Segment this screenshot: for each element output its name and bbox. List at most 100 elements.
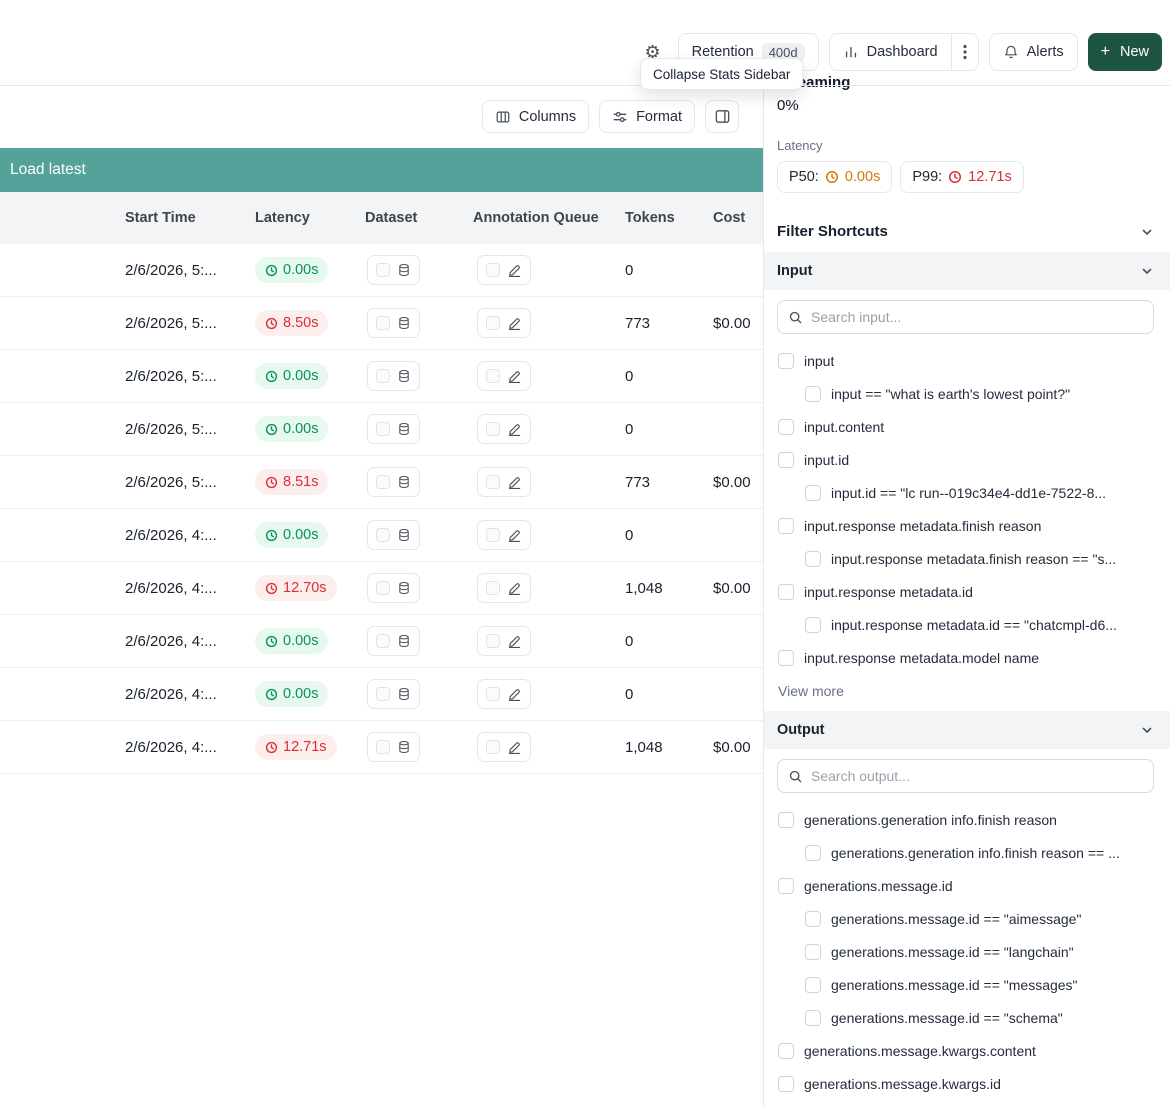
filter-item[interactable]: input.response metadata.id == "chatcmpl-… [764, 608, 1170, 641]
alerts-button[interactable]: Alerts [988, 33, 1078, 71]
filter-item[interactable]: generations.message.kwargs.content [764, 1034, 1170, 1067]
filter-checkbox[interactable] [805, 910, 821, 927]
add-to-dataset-control[interactable] [367, 520, 420, 550]
annotation-queue-checkbox[interactable] [486, 740, 500, 754]
filter-item[interactable]: input.response metadata.finish reason ==… [764, 542, 1170, 575]
filter-checkbox[interactable] [805, 385, 821, 402]
filter-checkbox[interactable] [778, 583, 794, 600]
annotation-queue-checkbox[interactable] [486, 263, 500, 277]
dataset-checkbox[interactable] [376, 369, 390, 383]
table-row[interactable]: 2/6/2026, 4:... 12.71s [0, 721, 763, 774]
filter-checkbox[interactable] [805, 484, 821, 501]
dataset-checkbox[interactable] [376, 528, 390, 542]
columns-button[interactable]: Columns [481, 100, 590, 133]
add-to-dataset-control[interactable] [367, 679, 420, 709]
dataset-checkbox[interactable] [376, 422, 390, 436]
column-header-dataset[interactable]: Dataset [365, 210, 418, 226]
annotation-queue-checkbox[interactable] [486, 581, 500, 595]
filter-checkbox[interactable] [805, 550, 821, 567]
load-latest-banner[interactable]: Load latest [0, 148, 763, 192]
view-more-link[interactable]: View more [778, 682, 844, 699]
filter-item[interactable]: generations.message.id [764, 869, 1170, 902]
filter-checkbox[interactable] [805, 976, 821, 993]
annotation-queue-checkbox[interactable] [486, 316, 500, 330]
add-to-dataset-control[interactable] [367, 414, 420, 444]
filter-item[interactable]: input.id == "lc run--019c34e4-dd1e-7522-… [764, 476, 1170, 509]
filter-item[interactable]: input [764, 344, 1170, 377]
dataset-checkbox[interactable] [376, 634, 390, 648]
filter-checkbox[interactable] [778, 418, 794, 435]
filter-item[interactable]: generations.message.id == "langchain" [764, 935, 1170, 968]
filter-checkbox[interactable] [778, 517, 794, 534]
add-to-dataset-control[interactable] [367, 361, 420, 391]
annotation-queue-checkbox[interactable] [486, 528, 500, 542]
annotation-queue-checkbox[interactable] [486, 475, 500, 489]
filter-item[interactable]: input == "what is earth's lowest point?" [764, 377, 1170, 410]
filter-shortcuts-header[interactable]: Filter Shortcuts [777, 223, 1154, 240]
table-row[interactable]: 2/6/2026, 4:... 12.70s [0, 562, 763, 615]
p99-latency-chip[interactable]: P99: 12.71s [900, 161, 1024, 193]
dataset-checkbox[interactable] [376, 687, 390, 701]
add-to-annotation-queue-control[interactable] [477, 255, 531, 285]
filter-item[interactable]: generations.message.kwargs.id [764, 1067, 1170, 1100]
p50-latency-chip[interactable]: P50: 0.00s [777, 161, 893, 193]
filter-item[interactable]: input.response metadata.finish reason [764, 509, 1170, 542]
dataset-checkbox[interactable] [376, 740, 390, 754]
add-to-annotation-queue-control[interactable] [477, 573, 531, 603]
add-to-dataset-control[interactable] [367, 255, 420, 285]
dataset-checkbox[interactable] [376, 316, 390, 330]
input-search-field[interactable] [811, 309, 1143, 325]
toggle-stats-sidebar-button[interactable] [705, 100, 739, 133]
annotation-queue-checkbox[interactable] [486, 687, 500, 701]
add-to-dataset-control[interactable] [367, 626, 420, 656]
dashboard-button[interactable]: Dashboard [830, 34, 951, 70]
dataset-checkbox[interactable] [376, 263, 390, 277]
table-row[interactable]: 2/6/2026, 4:... 0.00s [0, 668, 763, 721]
dataset-checkbox[interactable] [376, 475, 390, 489]
output-search-field[interactable] [811, 768, 1143, 784]
table-row[interactable]: 2/6/2026, 5:... 0.00s [0, 244, 763, 297]
table-row[interactable]: 2/6/2026, 4:... 0.00s [0, 615, 763, 668]
filter-checkbox[interactable] [805, 943, 821, 960]
add-to-dataset-control[interactable] [367, 573, 420, 603]
column-header-latency[interactable]: Latency [255, 210, 310, 226]
add-to-annotation-queue-control[interactable] [477, 679, 531, 709]
table-row[interactable]: 2/6/2026, 5:... 8.51s [0, 456, 763, 509]
output-section-header[interactable]: Output [764, 711, 1170, 749]
annotation-queue-checkbox[interactable] [486, 422, 500, 436]
filter-item[interactable]: input.response metadata.model name [764, 641, 1170, 674]
column-header-annotation-queue[interactable]: Annotation Queue [473, 210, 599, 226]
filter-checkbox[interactable] [778, 877, 794, 894]
filter-checkbox[interactable] [778, 1075, 794, 1092]
filter-item[interactable]: input.content [764, 410, 1170, 443]
filter-item[interactable]: input.response metadata.id [764, 575, 1170, 608]
filter-item[interactable]: input.id [764, 443, 1170, 476]
filter-checkbox[interactable] [805, 844, 821, 861]
add-to-annotation-queue-control[interactable] [477, 467, 531, 497]
new-button[interactable]: + New [1087, 33, 1162, 71]
filter-item[interactable]: generations.message.id == "schema" [764, 1001, 1170, 1034]
filter-checkbox[interactable] [778, 1042, 794, 1059]
filter-item[interactable]: generations.generation info.finish reaso… [764, 836, 1170, 869]
table-row[interactable]: 2/6/2026, 5:... 0.00s [0, 350, 763, 403]
add-to-dataset-control[interactable] [367, 732, 420, 762]
add-to-annotation-queue-control[interactable] [477, 732, 531, 762]
dashboard-more-button[interactable] [952, 34, 978, 70]
input-section-header[interactable]: Input [764, 252, 1170, 290]
table-row[interactable]: 2/6/2026, 5:... 0.00s [0, 403, 763, 456]
add-to-annotation-queue-control[interactable] [477, 361, 531, 391]
add-to-annotation-queue-control[interactable] [477, 520, 531, 550]
filter-checkbox[interactable] [778, 811, 794, 828]
add-to-dataset-control[interactable] [367, 308, 420, 338]
table-row[interactable]: 2/6/2026, 5:... 8.50s [0, 297, 763, 350]
add-to-dataset-control[interactable] [367, 467, 420, 497]
filter-checkbox[interactable] [778, 649, 794, 666]
table-row[interactable]: 2/6/2026, 4:... 0.00s [0, 509, 763, 562]
column-header-cost[interactable]: Cost [713, 210, 746, 226]
settings-button[interactable]: ⚙ [638, 33, 668, 71]
annotation-queue-checkbox[interactable] [486, 634, 500, 648]
dataset-checkbox[interactable] [376, 581, 390, 595]
add-to-annotation-queue-control[interactable] [477, 414, 531, 444]
annotation-queue-checkbox[interactable] [486, 369, 500, 383]
filter-checkbox[interactable] [805, 1009, 821, 1026]
